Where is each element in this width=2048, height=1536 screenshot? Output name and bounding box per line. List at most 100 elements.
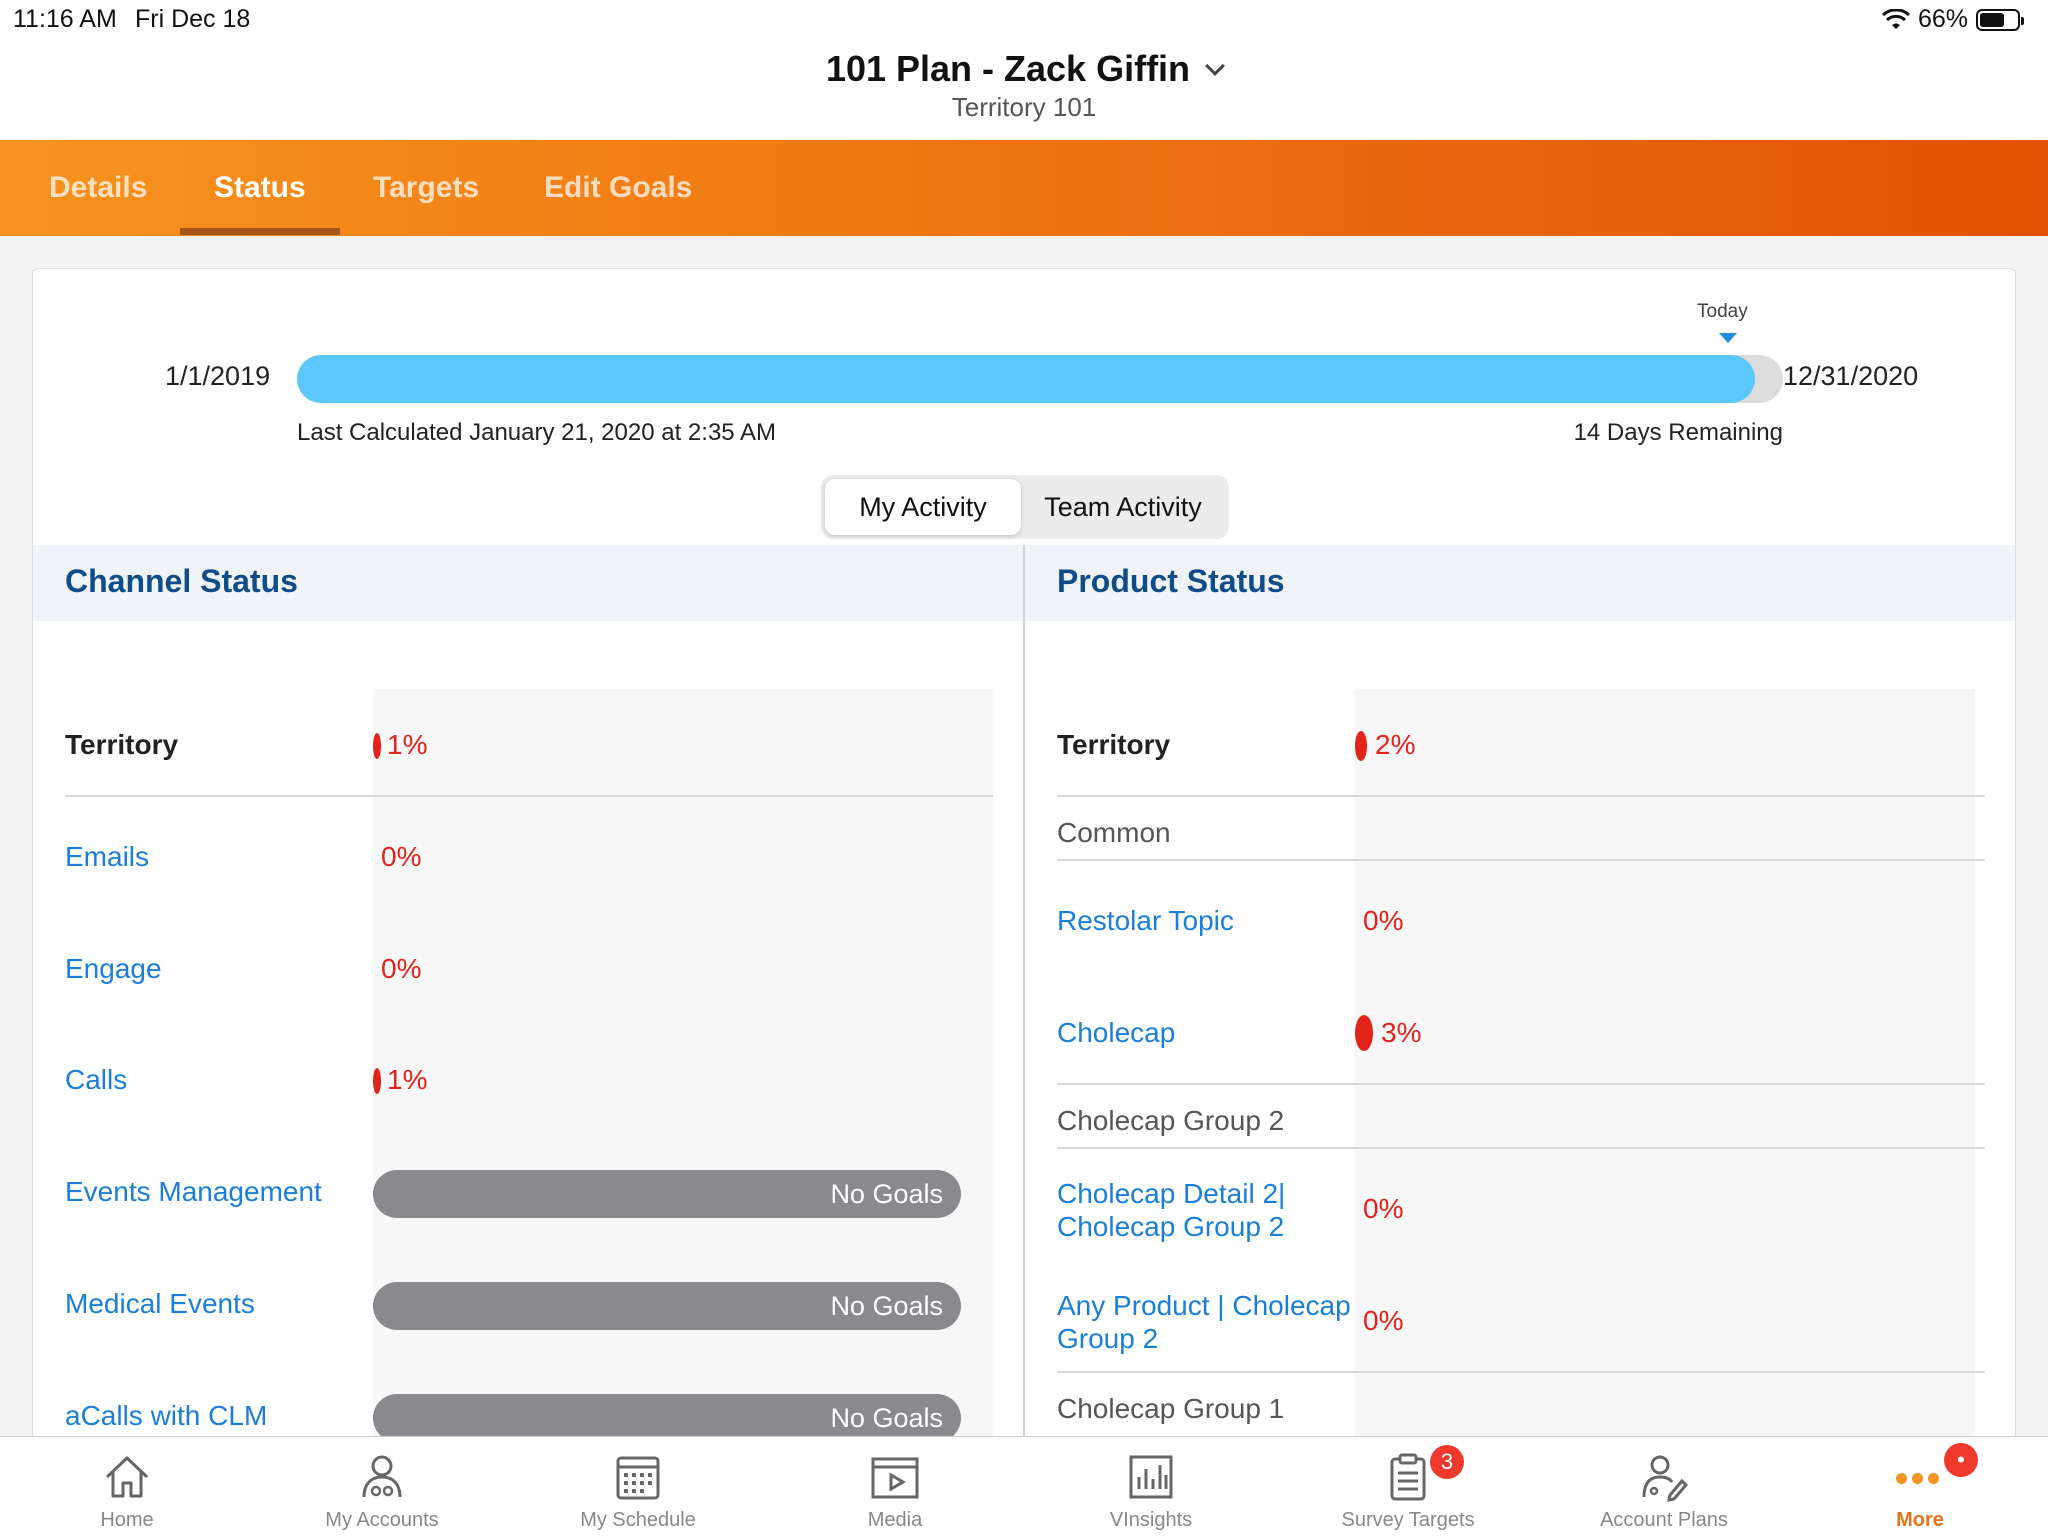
row-label-line: Cholecap Group 2 bbox=[1057, 1211, 1285, 1242]
status-bar: 11:16 AM Fri Dec 18 66% bbox=[0, 0, 2048, 40]
product-any-product-pct: 0% bbox=[1363, 1305, 1404, 1336]
product-chart-area bbox=[1355, 689, 1975, 1535]
product-territory-pct: 2% bbox=[1375, 729, 1416, 760]
plan-title: 101 Plan - Zack Giffin bbox=[825, 48, 1191, 89]
survey-targets-badge: 3 bbox=[1430, 1445, 1464, 1479]
timeline-track bbox=[297, 355, 1783, 403]
tab-edit-goals[interactable]: Edit Goals bbox=[544, 171, 693, 204]
progress-mark bbox=[373, 1068, 381, 1094]
row-divider bbox=[1057, 1371, 1985, 1373]
row-divider bbox=[1057, 1083, 1985, 1085]
channel-engage-pct: 0% bbox=[381, 953, 422, 984]
calendar-icon bbox=[616, 1456, 660, 1500]
row-label-line: Group 2 bbox=[1057, 1323, 1159, 1354]
accounts-icon bbox=[362, 1455, 402, 1498]
nav-label: My Accounts bbox=[325, 1509, 439, 1531]
date: Fri Dec 18 bbox=[135, 5, 251, 33]
nav-label: Media bbox=[867, 1509, 923, 1531]
product-group-common: Common bbox=[1057, 817, 1171, 848]
nav-label: Home bbox=[100, 1509, 154, 1531]
row-label-line: Any Product | Cholecap bbox=[1057, 1290, 1351, 1321]
product-status-title: Product Status bbox=[1057, 563, 1285, 599]
product-row-territory: Territory bbox=[1057, 729, 1171, 760]
plan-header: 101 Plan - Zack Giffin Territory 101 bbox=[0, 40, 2048, 140]
today-marker-icon bbox=[1719, 333, 1737, 343]
timeline-progress-fill bbox=[297, 355, 1755, 403]
product-row-cholecap[interactable]: Cholecap bbox=[1057, 1017, 1176, 1048]
account-plans-icon bbox=[1642, 1455, 1689, 1502]
bottom-navigation: Home My Accounts My Schedule Media VInsi… bbox=[0, 1436, 2048, 1536]
nav-media[interactable]: Media bbox=[795, 1437, 995, 1536]
team-activity-button[interactable]: Team Activity bbox=[1044, 492, 1202, 522]
channel-status-panel: Channel Status Territory 1% Emails 0% En… bbox=[33, 545, 1023, 1535]
nav-label: Account Plans bbox=[1600, 1509, 1728, 1531]
channel-row-events-management[interactable]: Events Management bbox=[65, 1176, 322, 1207]
nav-vinsights[interactable]: VInsights bbox=[1051, 1437, 1251, 1536]
tab-targets[interactable]: Targets bbox=[373, 171, 480, 204]
nav-more[interactable]: • More bbox=[1820, 1437, 2020, 1536]
row-label-line: Cholecap Detail 2| bbox=[1057, 1178, 1286, 1209]
product-cholecap-detail-pct: 0% bbox=[1363, 1193, 1404, 1224]
row-divider bbox=[1057, 795, 1985, 797]
no-goals-bar: No Goals bbox=[373, 1282, 961, 1330]
channel-row-medical-events[interactable]: Medical Events bbox=[65, 1288, 255, 1319]
product-row-cholecap-detail-2[interactable]: Cholecap Detail 2| Cholecap Group 2 bbox=[1057, 1177, 1285, 1243]
start-date: 1/1/2019 bbox=[165, 361, 271, 391]
my-activity-button[interactable]: My Activity bbox=[825, 479, 1021, 535]
no-goals-bar: No Goals bbox=[373, 1170, 961, 1218]
days-remaining: 14 Days Remaining bbox=[1573, 419, 1783, 446]
nav-my-schedule[interactable]: My Schedule bbox=[538, 1437, 738, 1536]
battery-percent: 66% bbox=[1917, 5, 1968, 33]
end-date: 12/31/2020 bbox=[1783, 361, 1919, 391]
media-icon bbox=[871, 1457, 919, 1499]
nav-my-accounts[interactable]: My Accounts bbox=[282, 1437, 482, 1536]
row-divider bbox=[1057, 1147, 1985, 1149]
nav-home[interactable]: Home bbox=[27, 1437, 227, 1536]
product-row-any-product[interactable]: Any Product | Cholecap Group 2 bbox=[1057, 1289, 1351, 1355]
nav-survey-targets[interactable]: 3 Survey Targets bbox=[1308, 1437, 1508, 1536]
clock: 11:16 AM bbox=[13, 5, 117, 33]
nav-label: More bbox=[1896, 1509, 1944, 1531]
chart-icon bbox=[1129, 1455, 1173, 1499]
status-indicators: 66% bbox=[1881, 5, 2024, 34]
product-cholecap-pct: 3% bbox=[1381, 1017, 1422, 1048]
more-badge: • bbox=[1944, 1443, 1978, 1477]
channel-row-emails[interactable]: Emails bbox=[65, 841, 150, 872]
tab-details[interactable]: Details bbox=[49, 171, 148, 204]
more-icon bbox=[1896, 1471, 1944, 1489]
status-card: Today 1/1/2019 12/31/2020 Last Calculate… bbox=[32, 268, 2016, 1536]
tab-bar: Details Status Targets Edit Goals bbox=[0, 140, 2048, 236]
channel-row-engage[interactable]: Engage bbox=[65, 953, 162, 984]
channel-status-title: Channel Status bbox=[65, 563, 298, 599]
channel-row-territory: Territory bbox=[65, 729, 179, 760]
last-calculated: Last Calculated January 21, 2020 at 2:35… bbox=[297, 419, 776, 446]
channel-row-calls[interactable]: Calls bbox=[65, 1064, 128, 1095]
row-divider bbox=[65, 795, 993, 797]
tab-status[interactable]: Status bbox=[214, 171, 306, 204]
plan-subtitle: Territory 101 bbox=[951, 92, 1097, 122]
plan-timeline: Today 1/1/2019 12/31/2020 Last Calculate… bbox=[33, 269, 2015, 549]
channel-emails-pct: 0% bbox=[381, 841, 422, 872]
nav-label: My Schedule bbox=[580, 1509, 696, 1531]
channel-row-acalls-clm[interactable]: aCalls with CLM bbox=[65, 1400, 268, 1431]
product-restolar-pct: 0% bbox=[1363, 905, 1404, 936]
home-icon bbox=[105, 1456, 149, 1498]
channel-calls-pct: 1% bbox=[387, 1064, 428, 1095]
progress-mark bbox=[1355, 1015, 1373, 1051]
product-row-restolar-topic[interactable]: Restolar Topic bbox=[1057, 905, 1234, 936]
product-group-cholecap-2: Cholecap Group 2 bbox=[1057, 1105, 1285, 1136]
progress-mark bbox=[1355, 731, 1367, 761]
active-tab-indicator bbox=[180, 228, 340, 235]
plan-title-selector[interactable]: 101 Plan - Zack Giffin bbox=[0, 48, 2048, 90]
nav-label: Survey Targets bbox=[1341, 1509, 1475, 1531]
channel-territory-pct: 1% bbox=[387, 729, 428, 760]
row-divider bbox=[1057, 859, 1985, 861]
progress-mark bbox=[373, 733, 381, 759]
wifi-icon bbox=[1881, 8, 1910, 29]
no-goals-bar: No Goals bbox=[373, 1394, 961, 1442]
panel-divider bbox=[1023, 545, 1025, 1535]
nav-account-plans[interactable]: Account Plans bbox=[1564, 1437, 1764, 1536]
nav-label: VInsights bbox=[1109, 1509, 1193, 1531]
activity-toggle: My Activity Team Activity bbox=[821, 475, 1229, 539]
chevron-down-icon bbox=[1205, 56, 1225, 76]
